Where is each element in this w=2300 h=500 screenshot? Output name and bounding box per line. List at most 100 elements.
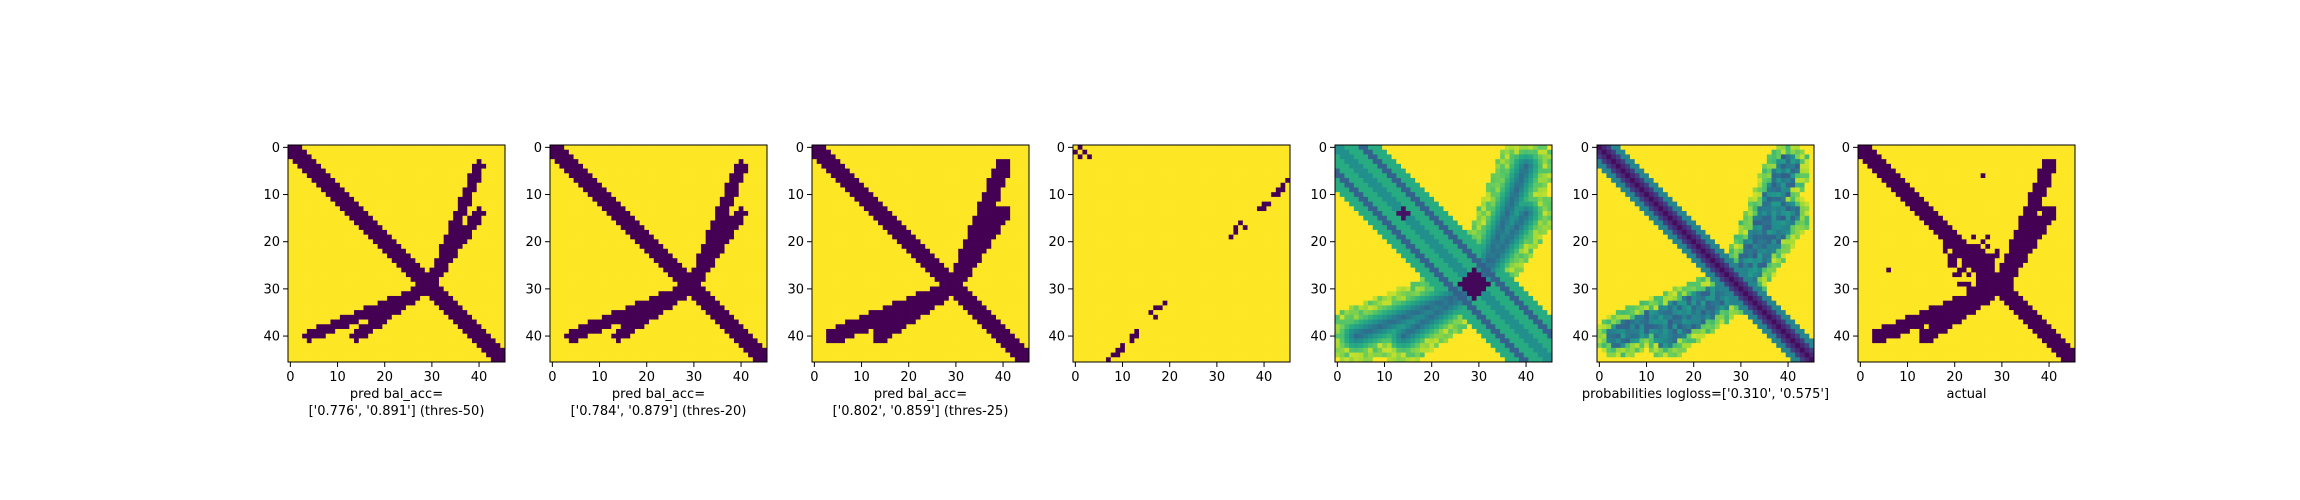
heatmap-cell	[1000, 168, 1006, 174]
heatmap-cell	[719, 352, 725, 358]
heatmap-cell	[292, 305, 298, 311]
heatmap-cell	[424, 281, 430, 287]
heatmap-cell	[700, 324, 707, 330]
heatmap-cell	[391, 225, 397, 231]
heatmap-cell	[830, 182, 836, 188]
heatmap-cell	[490, 310, 496, 316]
heatmap-cell	[486, 352, 492, 358]
heatmap-cell	[500, 149, 506, 155]
heatmap-cell	[981, 163, 987, 169]
heatmap-cell	[550, 262, 556, 268]
heatmap-cell	[363, 324, 369, 330]
heatmap-cell	[495, 291, 501, 297]
heatmap-cell	[710, 201, 716, 207]
heatmap-cell	[448, 286, 454, 292]
heatmap-cell	[658, 272, 664, 278]
heatmap-cell	[653, 168, 659, 174]
heatmap-cell	[663, 352, 669, 358]
heatmap-cell	[578, 149, 584, 155]
heatmap-cell	[316, 333, 322, 339]
heatmap-cell	[743, 319, 749, 325]
heatmap-cell	[738, 173, 744, 179]
heatmap-cell	[471, 347, 478, 353]
heatmap-cell	[316, 258, 322, 264]
heatmap-cell	[587, 173, 593, 179]
heatmap-cell	[495, 234, 501, 240]
heatmap-cell	[578, 196, 584, 202]
heatmap-cell	[368, 168, 374, 174]
heatmap-cell	[597, 149, 603, 155]
heatmap-cell	[500, 262, 506, 268]
heatmap-cell	[587, 286, 593, 292]
heatmap-cell	[311, 295, 317, 302]
heatmap-cell	[339, 215, 345, 221]
heatmap-cell	[639, 178, 645, 184]
heatmap-cell	[634, 206, 640, 212]
heatmap-cell	[453, 357, 459, 363]
heatmap-cell	[316, 239, 322, 245]
heatmap-cell	[476, 333, 482, 339]
heatmap-cell	[625, 149, 631, 155]
heatmap-cell	[944, 182, 950, 188]
heatmap-cell	[462, 300, 468, 306]
heatmap-cell	[863, 145, 869, 151]
heatmap-cell	[321, 206, 327, 212]
heatmap-cell	[500, 352, 506, 358]
heatmap-cell	[410, 225, 416, 231]
heatmap-cell	[559, 192, 565, 198]
heatmap-cell	[630, 277, 636, 283]
heatmap-cell	[925, 163, 931, 169]
heatmap-cell	[420, 159, 426, 165]
heatmap-cell	[391, 300, 397, 306]
heatmap-cell	[481, 163, 487, 169]
heatmap-cell	[481, 196, 487, 202]
heatmap-cell	[429, 229, 435, 235]
heatmap-cell	[443, 244, 449, 250]
heatmap-cell	[896, 168, 902, 174]
heatmap-cell	[906, 163, 912, 169]
heatmap-cell	[391, 159, 397, 165]
heatmap-cell	[368, 324, 374, 330]
heatmap-cell	[1024, 178, 1030, 184]
heatmap-cell	[696, 206, 702, 212]
heatmap-cell	[311, 149, 317, 155]
heatmap-cell	[292, 234, 298, 240]
heatmap-cell	[601, 163, 607, 169]
heatmap-cell	[667, 343, 673, 349]
heatmap-cell	[311, 211, 317, 217]
heatmap-cell	[396, 206, 402, 212]
heatmap-cell	[292, 229, 298, 235]
heatmap-cell	[401, 310, 407, 316]
heatmap-cell	[335, 258, 341, 264]
heatmap-cell	[854, 201, 860, 207]
heatmap-cell	[391, 244, 397, 250]
heatmap-cell	[762, 258, 768, 264]
heatmap-cell	[467, 248, 473, 254]
heatmap-cell	[840, 168, 846, 174]
heatmap-cell	[611, 239, 617, 245]
heatmap-cell	[705, 352, 711, 358]
heatmap-cell	[554, 159, 560, 165]
heatmap-cell	[606, 149, 612, 155]
heatmap-cell	[559, 187, 565, 193]
heatmap-cell	[634, 286, 640, 292]
heatmap-cell	[292, 173, 298, 179]
heatmap-cell	[583, 154, 589, 160]
heatmap-cell	[911, 187, 917, 193]
heatmap-cell	[672, 300, 678, 306]
heatmap-cell	[490, 229, 496, 235]
heatmap-cell	[597, 328, 603, 335]
heatmap-cell	[486, 192, 492, 198]
heatmap-cell	[564, 277, 570, 283]
heatmap-cell	[835, 215, 841, 221]
heatmap-cell	[424, 319, 430, 325]
heatmap-cell	[311, 215, 317, 221]
heatmap-cell	[339, 310, 345, 316]
heatmap-cell	[682, 253, 688, 259]
heatmap-cell	[462, 328, 468, 335]
heatmap-cell	[410, 324, 416, 330]
heatmap-cell	[335, 201, 341, 207]
heatmap-cell	[719, 248, 725, 254]
heatmap-cell	[434, 178, 440, 184]
heatmap-cell	[306, 225, 312, 231]
